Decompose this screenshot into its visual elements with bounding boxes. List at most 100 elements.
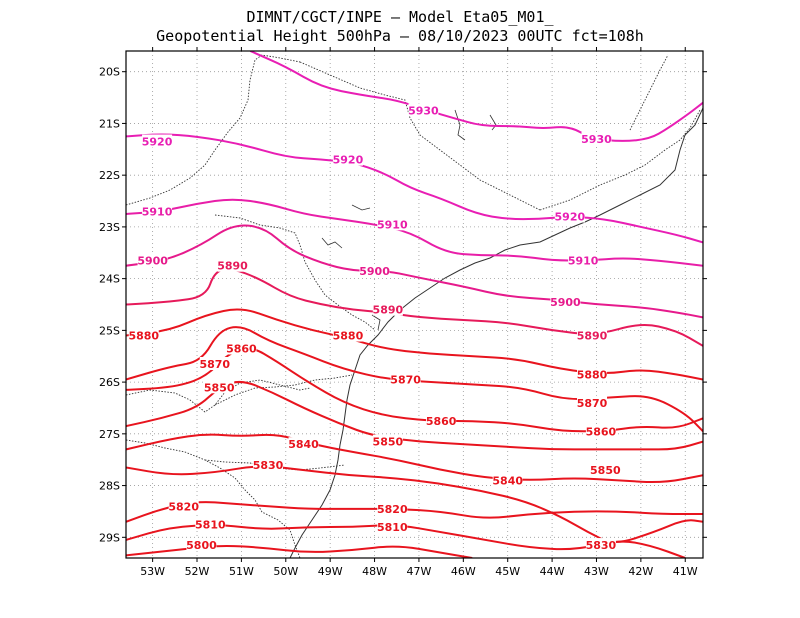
contour-5920: [126, 133, 703, 244]
contour-label-bg: [377, 519, 408, 533]
contour-label-5880: 5880: [577, 368, 608, 381]
contour-label-bg: [550, 294, 581, 308]
contour-label-bg: [590, 463, 621, 477]
contour-label-5810: 5810: [377, 521, 408, 534]
map-outlines: [126, 54, 703, 558]
contour-label-5880: 5880: [128, 330, 159, 343]
lon-tick-label: 47W: [407, 565, 432, 578]
contour-label-5840: 5840: [288, 438, 319, 451]
contour-label-5930: 5930: [581, 133, 612, 146]
gridlines: [126, 51, 703, 558]
lon-tick-label: 51W: [229, 565, 254, 578]
lon-tick-label: 44W: [540, 565, 565, 578]
lat-tick-label: 22S: [99, 169, 120, 182]
lat-tick-label: 29S: [99, 531, 120, 544]
contour-label-5890: 5890: [577, 330, 608, 343]
contour-label-5810: 5810: [195, 518, 226, 531]
contour-5910: [126, 198, 703, 267]
contour-label-5900: 5900: [137, 255, 168, 268]
contour-5850: [126, 380, 703, 451]
lon-tick-label: 50W: [273, 565, 298, 578]
contour-5930: [249, 51, 703, 142]
contour-label-5870: 5870: [577, 397, 608, 410]
contour-5890: [126, 268, 703, 347]
contour-5880: [126, 308, 703, 381]
contour-label-5830: 5830: [586, 539, 617, 552]
border-west-river: [126, 54, 301, 206]
axis-ticks: [122, 47, 707, 562]
contour-label-bg: [585, 538, 616, 552]
contour-label-bg: [577, 328, 608, 342]
contour-label-5860: 5860: [226, 342, 257, 355]
lon-tick-label: 46W: [451, 565, 476, 578]
contour-label-bg: [128, 328, 159, 342]
contour-label-5910: 5910: [142, 205, 173, 218]
contour-label-bg: [426, 413, 457, 427]
lat-tick-label: 20S: [99, 66, 120, 79]
contour-label-bg: [492, 473, 523, 487]
contour-5900: [126, 224, 703, 319]
contour-5800: [126, 544, 473, 558]
reservoir: [321, 237, 343, 249]
contour-label-5910: 5910: [568, 255, 599, 268]
contour-label-bg: [377, 217, 408, 231]
lon-tick-label: 53W: [140, 565, 165, 578]
lon-tick-label: 43W: [584, 565, 609, 578]
contour-label-bg: [581, 131, 612, 145]
lon-tick-label: 41W: [673, 565, 698, 578]
contour-label-5800: 5800: [186, 539, 217, 552]
contour-label-5870: 5870: [390, 374, 421, 387]
state-border-pr-sc: [214, 374, 353, 406]
lat-tick-label: 21S: [99, 117, 120, 130]
contour-label-bg: [332, 328, 363, 342]
lat-tick-label: 24S: [99, 273, 120, 286]
contour-label-bg: [288, 437, 319, 451]
contour-label-bg: [377, 501, 408, 515]
contour-label-5850: 5850: [204, 381, 235, 394]
latitude-axis-labels: 20S 21S 22S 23S 24S 25S 26S 27S 28S 29S: [99, 66, 120, 545]
contour-label-5890: 5890: [373, 304, 404, 317]
contour-label-5910: 5910: [377, 218, 408, 231]
contour-label-bg: [199, 356, 230, 370]
state-border-sp-pr: [214, 214, 376, 331]
contour-5830: [126, 465, 703, 543]
contour-label-5880: 5880: [333, 330, 364, 343]
contour-label-bg: [577, 367, 608, 381]
lon-tick-label: 42W: [628, 565, 653, 578]
contour-label-bg: [568, 253, 599, 267]
contour-label-5830: 5830: [253, 459, 284, 472]
contour-label-bg: [554, 209, 585, 223]
contour-label-bg: [372, 302, 403, 316]
reservoir: [454, 109, 466, 141]
contour-label-5890: 5890: [217, 260, 248, 273]
coastline: [289, 107, 703, 558]
lon-tick-label: 49W: [318, 565, 343, 578]
title-line-1: DIMNT/CGCT/INPE – Model Eta05_M01_: [246, 8, 554, 26]
contour-label-bg: [359, 263, 390, 277]
contour-label-bg: [195, 517, 226, 531]
contour-label-bg: [408, 103, 439, 117]
longitude-axis-labels: 53W 52W 51W 50W 49W 48W 47W 46W 45W 44W …: [140, 565, 698, 578]
contour-label-bg: [217, 258, 248, 272]
contour-label-bg: [372, 434, 403, 448]
contour-label-bg: [204, 380, 235, 394]
state-border-mg-rj-es: [539, 54, 701, 211]
contour-label-bg: [142, 204, 173, 218]
contour-label-bg: [390, 372, 421, 386]
contour-label-5920: 5920: [555, 211, 586, 224]
contour-label-5900: 5900: [550, 296, 581, 309]
contour-lines: 5800 5810 5810 5820 5820 5830 5830 5840 5840 5850…: [126, 51, 703, 558]
state-border-mg-sp: [299, 61, 541, 211]
contour-label-5930: 5930: [408, 104, 439, 117]
plot-frame: [125, 50, 704, 559]
contour-label-5860: 5860: [586, 425, 617, 438]
border-southwest: [126, 379, 311, 413]
lat-tick-label: 26S: [99, 376, 120, 389]
contour-5840: [126, 433, 703, 484]
contour-label-5920: 5920: [333, 154, 364, 167]
lat-tick-label: 23S: [99, 221, 120, 234]
contour-label-5860: 5860: [426, 415, 457, 428]
contour-label-bg: [137, 253, 168, 267]
contour-label-bg: [226, 341, 257, 355]
